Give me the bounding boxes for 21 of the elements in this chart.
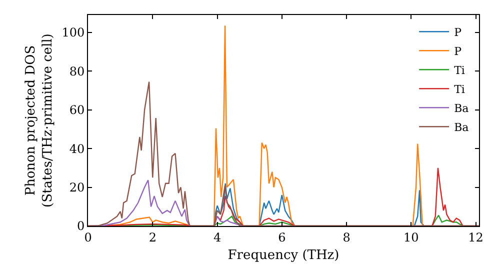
x-tick-label: 2 [148, 230, 156, 244]
y-tick-label: 60 [69, 103, 85, 118]
x-tick-label: 10 [404, 230, 419, 244]
y-tick-label: 80 [69, 64, 85, 78]
x-axis-title: Frequency (THz) [228, 248, 340, 263]
y-axis-title: Phonon projected DOS (States/THz·primitive cell) [24, 33, 56, 208]
x-tick-label: 4 [213, 230, 222, 244]
x-tick-label: 6 [278, 230, 286, 244]
legend-label: Ti [454, 64, 466, 77]
legend-label: Ba [454, 120, 470, 134]
legend-label: Ba [454, 102, 470, 115]
y-tick-label: 40 [69, 142, 85, 156]
y-tick-label: 100 [62, 26, 85, 40]
x-tick-label: 12 [468, 230, 484, 244]
legend-label: P [454, 44, 462, 58]
x-tick-label: 8 [342, 230, 350, 244]
legend-label: P [454, 26, 462, 39]
y-tick-label: 0 [76, 219, 85, 234]
y-tick-label: 20 [69, 180, 85, 194]
line-series [88, 81, 479, 226]
legend-label: Ti [454, 82, 466, 96]
